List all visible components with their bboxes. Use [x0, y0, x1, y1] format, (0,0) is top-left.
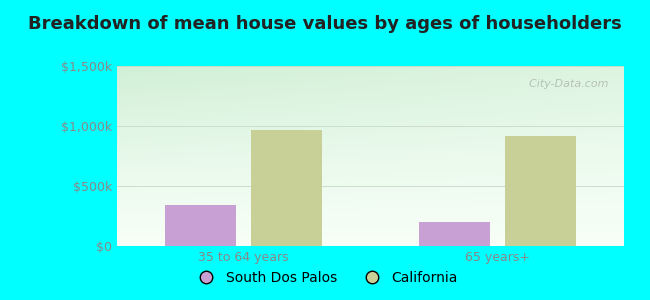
Text: Breakdown of mean house values by ages of householders: Breakdown of mean house values by ages o… — [28, 15, 622, 33]
Bar — [165, 205, 236, 246]
Text: City-Data.com: City-Data.com — [523, 79, 609, 88]
Bar — [252, 130, 322, 246]
Legend: South Dos Palos, California: South Dos Palos, California — [187, 265, 463, 290]
Bar — [419, 222, 489, 246]
Bar — [505, 136, 576, 246]
